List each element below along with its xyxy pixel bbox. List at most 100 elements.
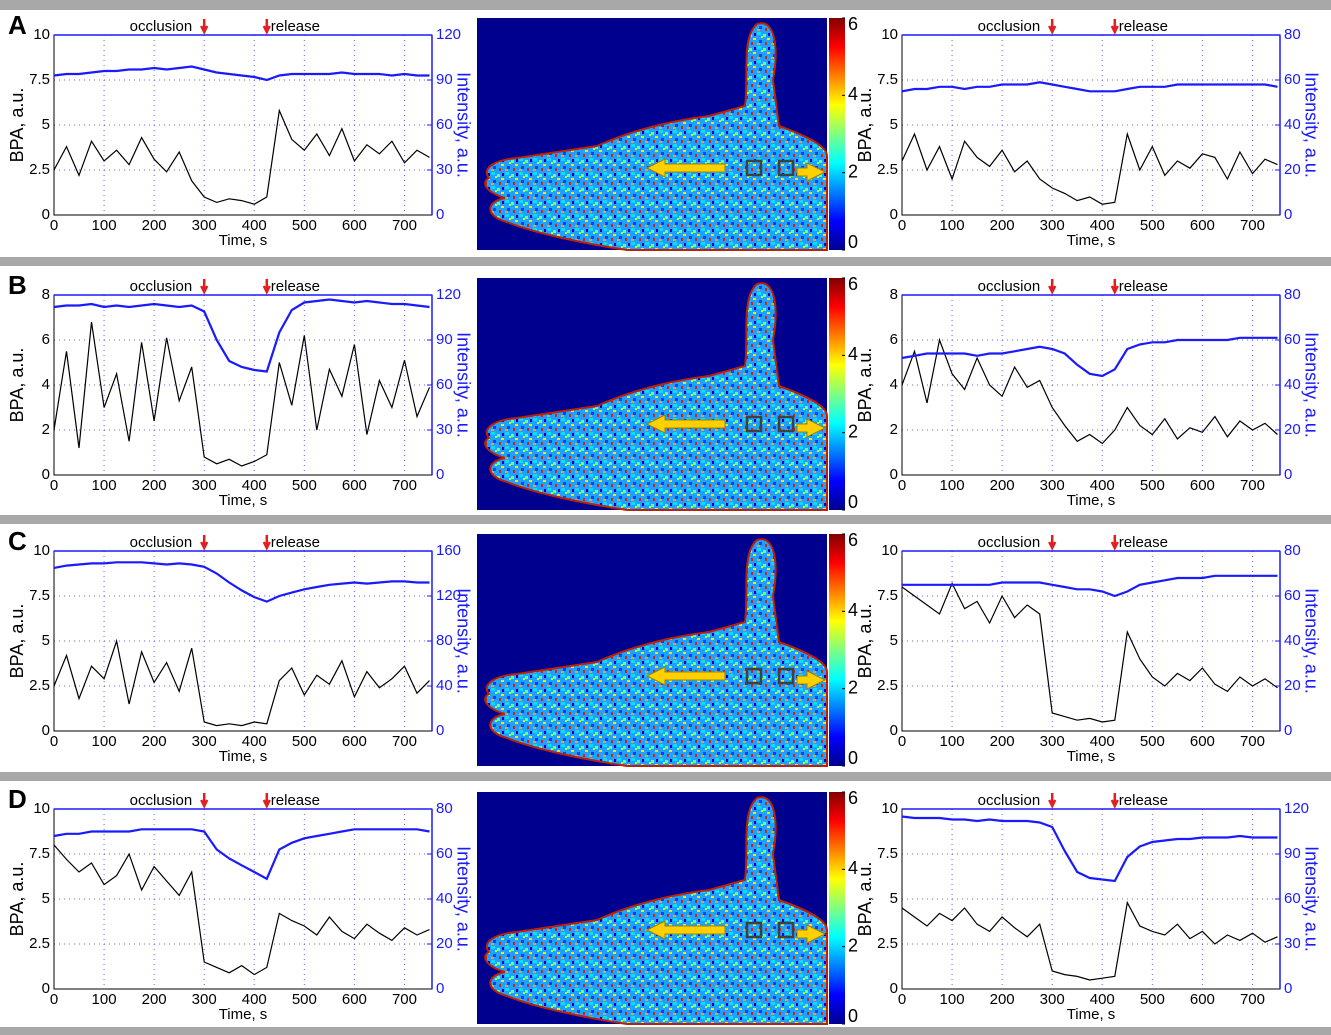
y-tick-label: 7.5 bbox=[877, 587, 898, 604]
panel-label: B bbox=[8, 270, 27, 300]
y2-tick-label: 120 bbox=[1284, 800, 1309, 817]
y-tick-label: 8 bbox=[890, 286, 898, 303]
y2-tick-label: 30 bbox=[1284, 935, 1301, 952]
x-tick-label: 0 bbox=[898, 217, 906, 234]
x-axis-label: Time, s bbox=[219, 492, 268, 509]
y2-tick-label: 40 bbox=[1284, 632, 1301, 649]
x-tick-label: 400 bbox=[242, 477, 267, 494]
event-arrow bbox=[200, 535, 209, 551]
series-line bbox=[53, 298, 430, 373]
y-tick-label: 2 bbox=[890, 421, 898, 438]
x-tick-label: 600 bbox=[342, 733, 367, 750]
roi-arrow bbox=[796, 670, 827, 690]
y-tick-label: 0 bbox=[890, 980, 898, 997]
x-tick-label: 200 bbox=[142, 733, 167, 750]
x-tick-label: 500 bbox=[292, 477, 317, 494]
x-tick-label: 500 bbox=[1140, 477, 1165, 494]
y2-tick-label: 60 bbox=[436, 845, 453, 862]
annotation: occlusion bbox=[130, 18, 193, 35]
roi-box bbox=[777, 159, 795, 177]
series-line bbox=[53, 638, 430, 727]
x-tick-label: 400 bbox=[1090, 217, 1115, 234]
x-tick-label: 300 bbox=[192, 991, 217, 1008]
x-tick-label: 300 bbox=[192, 217, 217, 234]
x-tick-label: 400 bbox=[1090, 991, 1115, 1008]
y2-tick-label: 60 bbox=[1284, 71, 1301, 88]
colorbar-tick-label: 6 bbox=[848, 530, 858, 550]
series-line bbox=[901, 815, 1278, 883]
panel-label: C bbox=[8, 526, 27, 556]
x-tick-label: 300 bbox=[1040, 733, 1065, 750]
y2-tick-label: 0 bbox=[1284, 466, 1292, 483]
hand-image bbox=[484, 538, 828, 767]
event-arrow bbox=[1110, 279, 1119, 295]
y2-axis-label: Intensity, a.u. bbox=[1301, 332, 1321, 438]
annotation: occlusion bbox=[978, 792, 1041, 809]
y-tick-label: 10 bbox=[33, 800, 50, 817]
x-tick-label: 0 bbox=[50, 991, 58, 1008]
x-tick-label: 600 bbox=[1190, 991, 1215, 1008]
y-axis-label: BPA, a.u. bbox=[7, 862, 27, 937]
x-tick-label: 0 bbox=[898, 991, 906, 1008]
x-tick-label: 200 bbox=[142, 477, 167, 494]
colorbar-tick-label: 4 bbox=[848, 84, 858, 104]
y-tick-label: 7.5 bbox=[29, 845, 50, 862]
y2-tick-label: 80 bbox=[1284, 286, 1301, 303]
separator bbox=[0, 772, 1331, 781]
y-tick-label: 0 bbox=[42, 980, 50, 997]
x-tick-label: 500 bbox=[292, 217, 317, 234]
y-tick-label: 8 bbox=[42, 286, 50, 303]
roi-arrow bbox=[645, 414, 726, 434]
x-tick-label: 0 bbox=[50, 477, 58, 494]
x-tick-label: 100 bbox=[940, 477, 965, 494]
y-tick-label: 5 bbox=[42, 890, 50, 907]
y-tick-label: 0 bbox=[890, 206, 898, 223]
y-tick-label: 2.5 bbox=[29, 161, 50, 178]
y-axis-label: BPA, a.u. bbox=[7, 604, 27, 679]
x-tick-label: 300 bbox=[192, 477, 217, 494]
x-tick-label: 600 bbox=[1190, 477, 1215, 494]
y2-tick-label: 40 bbox=[1284, 376, 1301, 393]
roi-arrow bbox=[645, 158, 726, 178]
colorbar-tick-label: 0 bbox=[848, 748, 858, 768]
roi-box bbox=[745, 159, 763, 177]
y-tick-label: 10 bbox=[881, 800, 898, 817]
x-tick-label: 200 bbox=[990, 733, 1015, 750]
event-arrow bbox=[200, 19, 209, 35]
y2-tick-label: 90 bbox=[1284, 845, 1301, 862]
y2-tick-label: 60 bbox=[1284, 331, 1301, 348]
y2-tick-label: 80 bbox=[1284, 26, 1301, 43]
x-tick-label: 600 bbox=[1190, 733, 1215, 750]
y2-tick-label: 40 bbox=[1284, 116, 1301, 133]
y2-tick-label: 60 bbox=[1284, 890, 1301, 907]
y2-tick-label: 0 bbox=[436, 722, 444, 739]
y-tick-label: 7.5 bbox=[877, 71, 898, 88]
y2-tick-label: 80 bbox=[436, 632, 453, 649]
y-tick-label: 7.5 bbox=[877, 845, 898, 862]
y-axis-label: BPA, a.u. bbox=[855, 88, 875, 163]
x-tick-label: 700 bbox=[1240, 217, 1265, 234]
x-tick-label: 500 bbox=[292, 991, 317, 1008]
y-tick-label: 10 bbox=[881, 26, 898, 43]
x-tick-label: 400 bbox=[242, 217, 267, 234]
event-arrow bbox=[1048, 19, 1057, 35]
x-tick-label: 300 bbox=[1040, 477, 1065, 494]
series-line bbox=[53, 561, 430, 603]
y-axis-label: BPA, a.u. bbox=[855, 604, 875, 679]
y-tick-label: 0 bbox=[42, 206, 50, 223]
event-arrow bbox=[200, 793, 209, 809]
y2-axis-label: Intensity, a.u. bbox=[453, 588, 473, 694]
x-tick-label: 600 bbox=[342, 477, 367, 494]
event-arrow bbox=[1110, 19, 1119, 35]
x-axis-label: Time, s bbox=[219, 748, 268, 765]
x-tick-label: 700 bbox=[392, 991, 417, 1008]
colorbar-tick-label: 2 bbox=[848, 421, 858, 441]
x-tick-label: 700 bbox=[392, 477, 417, 494]
annotation: release bbox=[1119, 534, 1168, 551]
y-tick-label: 5 bbox=[42, 116, 50, 133]
y2-tick-label: 80 bbox=[1284, 542, 1301, 559]
y-tick-label: 5 bbox=[890, 890, 898, 907]
x-tick-label: 100 bbox=[92, 733, 117, 750]
event-arrow bbox=[262, 19, 271, 35]
y-tick-label: 10 bbox=[33, 26, 50, 43]
